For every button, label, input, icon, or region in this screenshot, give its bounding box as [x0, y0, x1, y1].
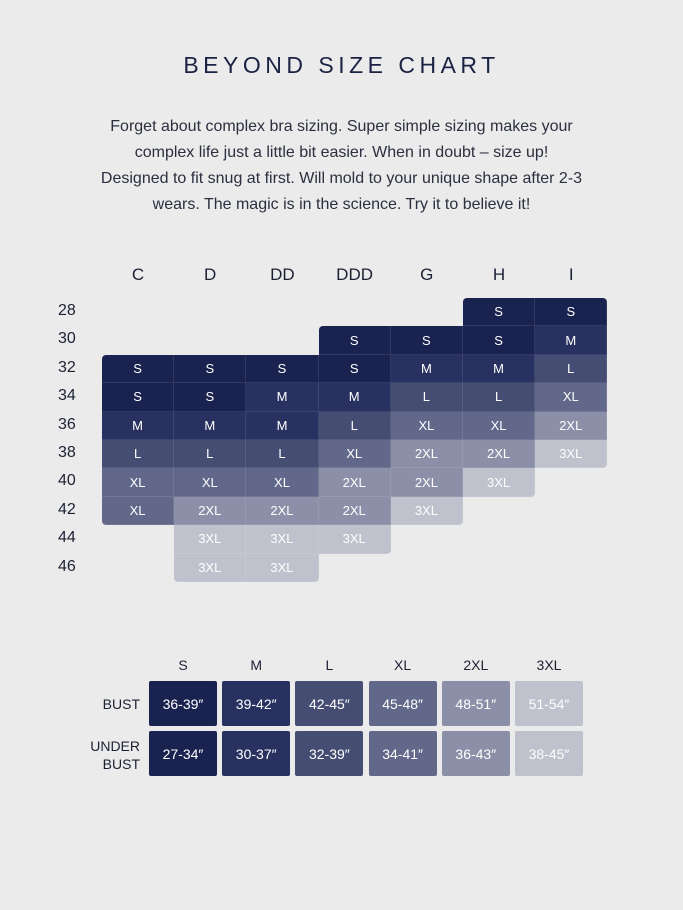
size-cell: S: [318, 354, 391, 384]
size-cell: 3XL: [463, 468, 536, 497]
size-cell: XL: [318, 440, 391, 469]
cup-header: DD: [270, 265, 295, 284]
size-cell: S: [390, 326, 463, 355]
size-cell: XL: [535, 383, 608, 412]
size-cell: M: [535, 326, 608, 355]
cup-header: G: [420, 265, 434, 284]
cup-header: DDD: [336, 265, 374, 284]
measure-cell: 36-43″: [441, 731, 510, 776]
measure-row-label: UNDER BUST: [70, 737, 140, 773]
measure-size-header: XL: [394, 657, 412, 673]
cup-header: C: [131, 265, 145, 284]
size-cell: L: [174, 440, 247, 469]
size-cell: S: [318, 326, 391, 355]
measure-row-label: BUST: [70, 695, 140, 713]
measure-cell: 42-45″: [295, 681, 364, 726]
measure-cell: 27-34″: [149, 731, 217, 776]
size-cell: S: [102, 383, 175, 412]
size-cell: 2XL: [535, 411, 608, 440]
size-cell: L: [390, 383, 463, 412]
measure-cell: 45-48″: [368, 681, 437, 726]
measure-cell: 39-42″: [222, 681, 291, 726]
size-cell: L: [463, 383, 536, 412]
size-cell: M: [390, 354, 463, 384]
cup-header: H: [492, 265, 506, 284]
band-label: 36: [58, 415, 76, 433]
size-cell: 3XL: [390, 496, 463, 526]
measure-cell: 34-41″: [368, 731, 437, 776]
size-cell: 2XL: [390, 440, 463, 469]
size-cell: S: [463, 298, 536, 327]
size-cell: L: [246, 440, 319, 469]
size-cell: 3XL: [246, 553, 319, 582]
measure-size-header: 3XL: [536, 657, 562, 673]
measure-size-header: S: [178, 657, 188, 673]
intro-line: Forget about complex bra sizing. Super s…: [110, 118, 573, 135]
size-cell: 3XL: [174, 525, 247, 554]
size-cell: L: [102, 440, 175, 469]
size-cell: M: [174, 411, 247, 440]
band-label: 30: [58, 330, 76, 348]
band-label: 34: [58, 387, 76, 405]
cup-header: I: [568, 265, 574, 284]
size-cell: M: [102, 411, 175, 440]
band-label: 38: [58, 444, 76, 461]
size-cell: S: [246, 354, 319, 384]
size-cell: XL: [102, 468, 175, 497]
size-cell: 2XL: [174, 496, 247, 526]
intro-line: complex life just a little bit easier. W…: [134, 144, 549, 161]
cup-header: D: [204, 265, 217, 284]
measure-cell: 36-39″: [149, 681, 217, 726]
intro-line: wears. The magic is in the science. Try …: [152, 196, 531, 213]
size-cell: S: [463, 326, 536, 355]
measure-cell: 51-54″: [515, 681, 583, 726]
size-cell: M: [463, 354, 536, 384]
band-label: 42: [58, 500, 76, 518]
band-label: 44: [58, 529, 76, 547]
measure-size-header: 2XL: [463, 657, 489, 673]
band-label: 40: [58, 472, 76, 490]
size-cell: XL: [174, 468, 247, 497]
band-label: 32: [58, 358, 76, 376]
measure-cell: 48-51″: [441, 681, 510, 726]
size-cell: S: [174, 354, 247, 384]
size-cell: M: [246, 383, 319, 412]
intro-text: Forget about complex bra sizing. Super s…: [80, 114, 603, 218]
measure-row-label-line: BUST: [102, 756, 140, 772]
size-cell: XL: [463, 411, 536, 440]
measure-size-header: L: [325, 657, 334, 673]
band-label: 46: [58, 557, 76, 575]
measure-cell: 38-45″: [515, 731, 583, 776]
size-cell: 2XL: [463, 440, 536, 469]
size-cell: 3XL: [246, 525, 319, 554]
size-cell: XL: [246, 468, 319, 497]
measure-size-header: M: [250, 657, 263, 673]
size-cell: 2XL: [318, 496, 391, 526]
size-cell: L: [535, 354, 608, 384]
size-cell: XL: [390, 411, 463, 440]
measure-cell: 30-37″: [222, 731, 291, 776]
size-cell: S: [174, 383, 247, 412]
size-cell: 2XL: [318, 468, 391, 497]
band-label: 28: [58, 302, 76, 319]
size-cell: XL: [102, 496, 175, 526]
size-cell: 2XL: [246, 496, 319, 526]
measure-row-label-line: UNDER: [90, 738, 140, 754]
measure-row-label-line: BUST: [102, 696, 140, 712]
size-cell: 3XL: [174, 553, 247, 582]
size-cell: 3XL: [535, 440, 608, 469]
measure-cell: 32-39″: [295, 731, 364, 776]
size-cell: M: [246, 411, 319, 440]
page-title: BEYOND SIZE CHART: [183, 52, 500, 78]
size-cell: S: [535, 298, 608, 327]
size-cell: 2XL: [390, 468, 463, 497]
size-cell: L: [318, 411, 391, 440]
size-cell: M: [318, 383, 391, 412]
intro-line: Designed to fit snug at first. Will mold…: [100, 170, 583, 187]
size-cell: S: [102, 354, 175, 384]
size-cell: 3XL: [318, 525, 391, 554]
